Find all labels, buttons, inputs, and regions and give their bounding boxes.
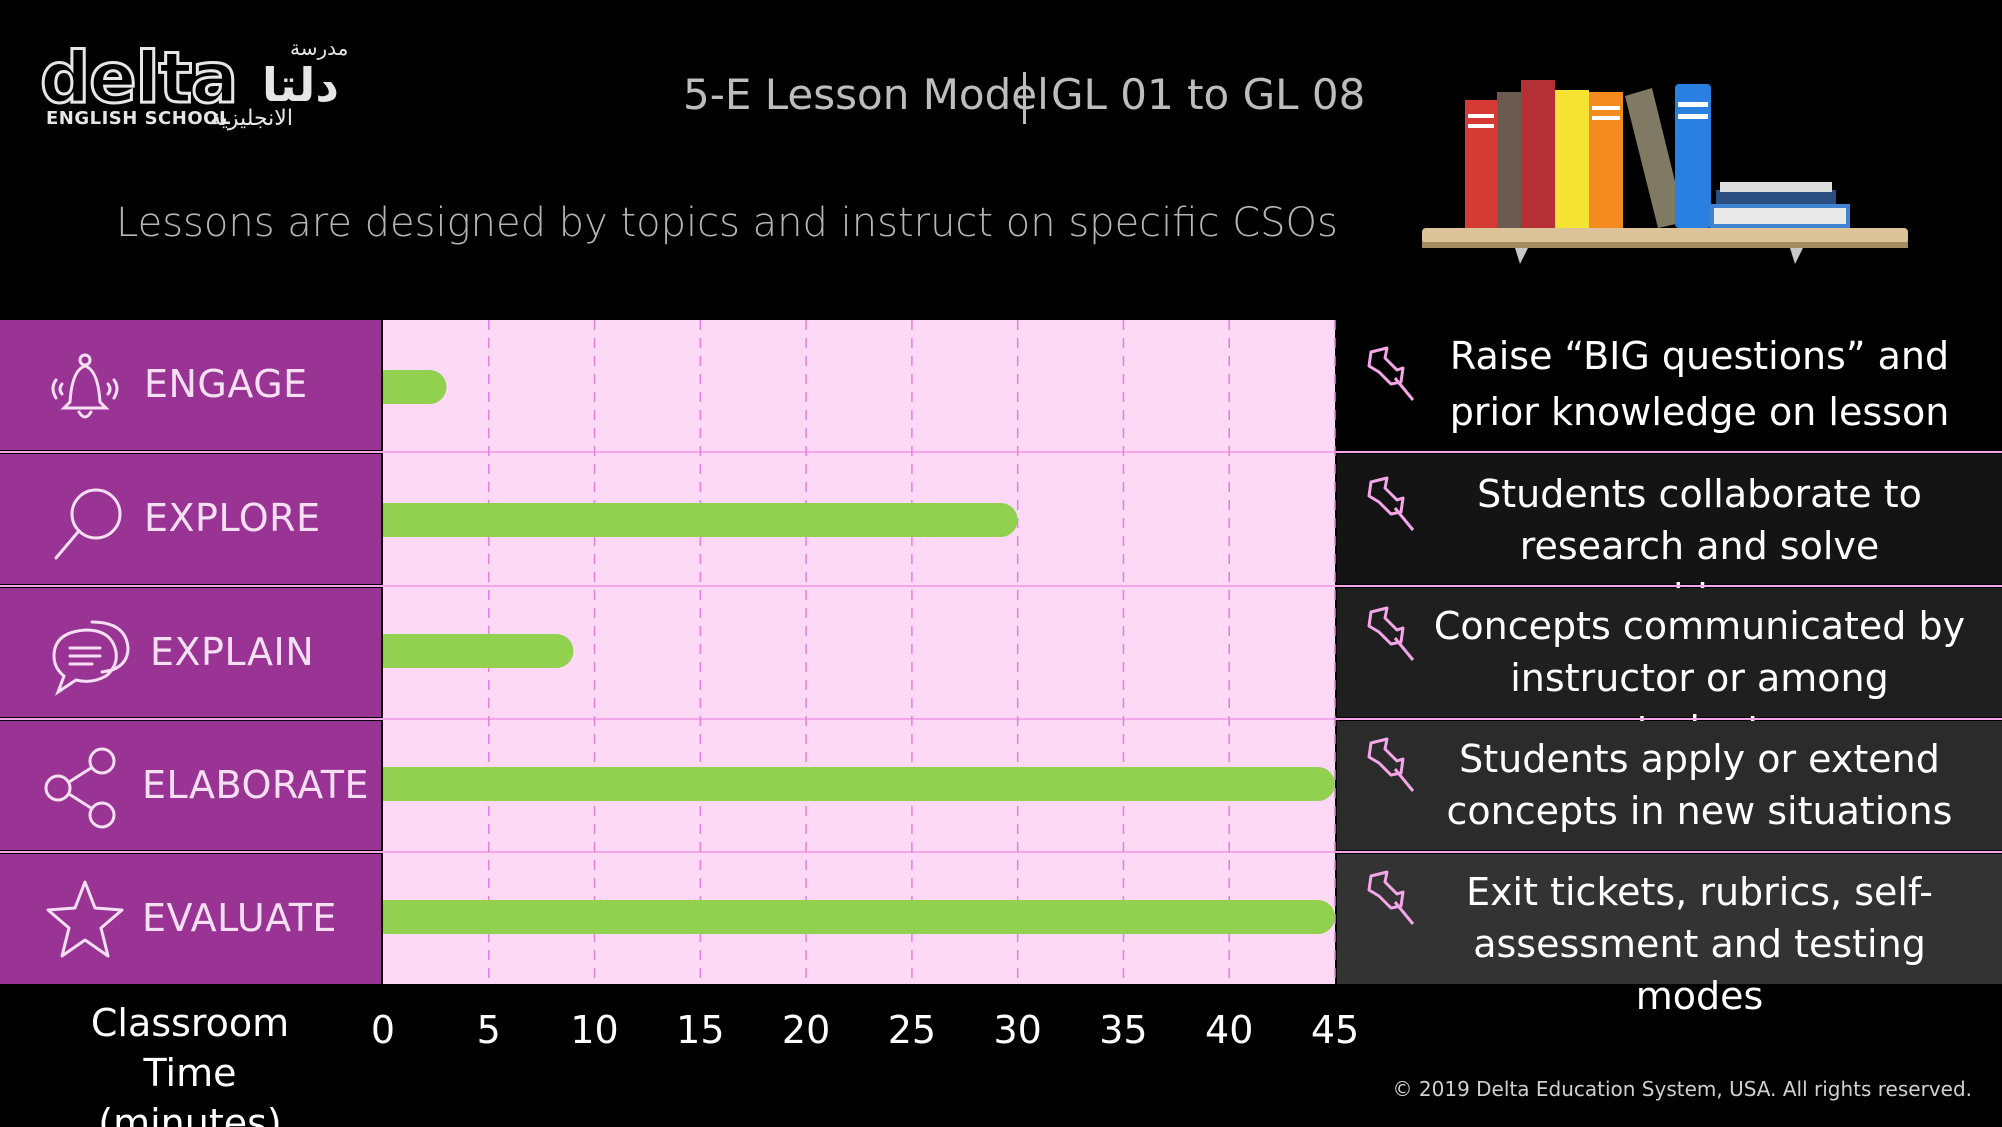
logo-arabic-top: مدرسة: [290, 36, 349, 60]
stage-label-engage: ENGAGE: [144, 362, 308, 406]
bar-evaluate: [383, 900, 1335, 934]
page-title: 5-E Lesson Model: [683, 70, 1049, 119]
desc-evaluate: Exit tickets, rubrics, self- assessment …: [1427, 866, 1972, 1022]
x-tick-label: 5: [476, 1008, 501, 1052]
bar-base-engage: [383, 370, 401, 404]
desc-cell-elaborate: Students apply or extend concepts in new…: [1337, 721, 2002, 850]
desc-line: prior knowledge on lesson: [1449, 390, 1950, 434]
bar-base-explain: [383, 634, 401, 668]
stage-cell-elaborate: ELABORATE: [0, 721, 381, 850]
share-icon: [44, 747, 116, 829]
desc-cell-evaluate: Exit tickets, rubrics, self- assessment …: [1337, 854, 2002, 1018]
desc-line: Students collaborate to: [1477, 472, 1922, 516]
pushpin-icon: [1367, 737, 1415, 792]
desc-line: Exit tickets, rubrics, self-: [1466, 870, 1933, 914]
pushpin-icon: [1367, 476, 1415, 531]
desc-engage: Raise “BIG questions” and prior knowledg…: [1427, 330, 1972, 438]
desc-cell-explore: Students collaborate to research and sol…: [1337, 454, 2002, 620]
desc-elaborate: Students apply or extend concepts in new…: [1427, 733, 1972, 837]
pushpin-icon: [1367, 870, 1415, 925]
bar-base-elaborate: [383, 767, 401, 801]
stage-label-explain: EXPLAIN: [150, 630, 315, 674]
logo-arabic-sub: الانجليزية: [210, 106, 293, 131]
x-axis-title: Classroom Time (minutes): [40, 998, 340, 1127]
x-tick-label: 0: [370, 1008, 396, 1052]
desc-cell-explain: Concepts communicated by instructor or a…: [1337, 588, 2002, 752]
desc-line: assessment and testing modes: [1473, 922, 1926, 1018]
row-divider: [0, 851, 2002, 853]
bar-base-evaluate: [383, 900, 401, 934]
stage-label-elaborate: ELABORATE: [142, 763, 369, 807]
magnifier-icon: [54, 488, 122, 560]
x-axis-title-line: (minutes): [98, 1101, 282, 1127]
grade-range: GL 01 to GL 08: [1051, 70, 1366, 119]
x-tick-label: 45: [1310, 1008, 1360, 1052]
stage-label-evaluate: EVALUATE: [142, 896, 337, 940]
bar-base-explore: [383, 503, 401, 537]
desc-cell-engage: Raise “BIG questions” and prior knowledg…: [1337, 320, 2002, 450]
x-tick-label: 25: [887, 1008, 937, 1052]
star-icon: [46, 880, 124, 958]
x-tick-label: 10: [570, 1008, 619, 1052]
pushpin-icon: [1367, 606, 1415, 661]
chat-bubble-icon: [52, 620, 130, 696]
bar-elaborate: [383, 767, 1335, 801]
x-tick-label: 40: [1205, 1008, 1254, 1052]
bookshelf-illustration: [1422, 80, 1908, 264]
row-divider: [0, 585, 2002, 587]
title-divider: [1023, 72, 1026, 124]
stage-cell-explain: EXPLAIN: [0, 588, 381, 717]
x-axis-title-line: Classroom Time: [90, 1001, 290, 1095]
bar-explore: [383, 503, 1018, 537]
logo-subtitle: ENGLISH SCHOOL: [46, 108, 231, 129]
pushpin-icon: [1367, 346, 1415, 401]
bell-icon: [51, 353, 119, 419]
copyright-notice: © 2019 Delta Education System, USA. All …: [1392, 1077, 1972, 1101]
subtitle: Lessons are designed by topics and instr…: [116, 200, 1338, 246]
stage-cell-explore: EXPLORE: [0, 454, 381, 584]
bar-explain: [383, 634, 574, 668]
row-divider: [0, 718, 2002, 720]
delta-logo: delta ENGLISH SCHOOL مدرسة دلتا الانجليز…: [38, 36, 370, 138]
desc-line: Concepts communicated by: [1433, 604, 1966, 648]
desc-line: Students apply or extend: [1459, 737, 1940, 781]
stage-label-explore: EXPLORE: [144, 496, 321, 540]
x-tick-label: 35: [1099, 1008, 1148, 1052]
stage-cell-engage: ENGAGE: [0, 320, 381, 450]
x-tick-label: 30: [993, 1008, 1042, 1052]
desc-line: Raise “BIG questions” and: [1449, 334, 1950, 378]
x-tick-label: 20: [781, 1008, 831, 1052]
stage-cell-evaluate: EVALUATE: [0, 854, 381, 984]
logo-arabic-mid: دلتا: [262, 58, 339, 112]
desc-line: concepts in new situations: [1446, 789, 1953, 833]
row-divider: [0, 451, 2002, 453]
logo-wordmark: delta: [38, 37, 239, 120]
x-tick-label: 15: [676, 1008, 725, 1052]
